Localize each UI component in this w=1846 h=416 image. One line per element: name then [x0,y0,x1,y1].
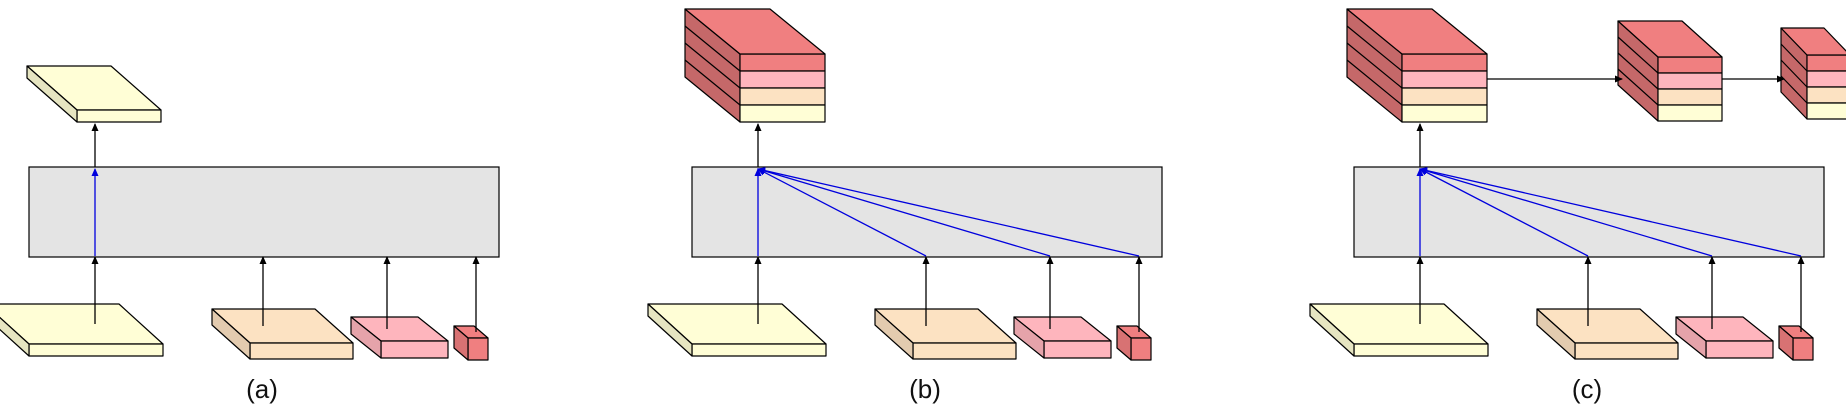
stack-layer [739,53,826,72]
stack-layer [1806,54,1846,72]
fusion-module [28,166,500,258]
stack-layer [1657,72,1723,90]
fusion-arrow-level-2 [1419,168,1589,257]
stack-layer [1806,102,1846,120]
input-feature-level-1 [1309,303,1489,357]
input-feature-level-3 [350,316,449,359]
panel-label-c: (c) [1572,374,1602,404]
input-feature-level-1 [647,303,827,357]
stack-layer [1657,104,1723,122]
stack-layer [1401,70,1488,89]
stack-layer [1806,86,1846,104]
fusion-arrow-level-4 [757,167,1140,257]
stack-layer [1657,88,1723,106]
fusion-module [691,166,1163,258]
output-stack-3 [1780,27,1846,120]
fusion-arrow-level-4 [1419,167,1802,257]
output-stack-1 [684,8,826,123]
input-feature-level-4 [1778,325,1814,361]
fusion-arrow-level-2 [757,168,927,257]
stack-layer [1401,87,1488,106]
input-feature-level-4 [1116,325,1152,361]
panel-c [1309,8,1846,361]
input-feature-level-2 [211,308,354,360]
fusion-arrow-level-3 [1419,167,1713,257]
stack-layer [1806,70,1846,88]
stack-layer [739,87,826,106]
input-feature-level-3 [1013,316,1112,359]
stack-layer [1401,104,1488,123]
panel-a [0,65,500,361]
stack-layer [739,104,826,123]
stack-layer [1401,53,1488,72]
output-stack-2 [1617,20,1723,122]
stack-layer [1657,56,1723,74]
panel-label-a: (a) [246,374,278,404]
fusion-module [1353,166,1825,258]
output-stack-1 [1346,8,1488,123]
panel-label-b: (b) [909,374,941,404]
input-feature-level-3 [1675,316,1774,359]
input-feature-level-4 [453,325,489,361]
output-feature [26,65,162,123]
panel-b [647,8,1163,361]
input-feature-level-1 [0,303,164,357]
input-feature-level-2 [874,308,1017,360]
stack-layer [739,70,826,89]
fusion-arrow-level-3 [757,167,1051,257]
input-feature-level-2 [1536,308,1679,360]
